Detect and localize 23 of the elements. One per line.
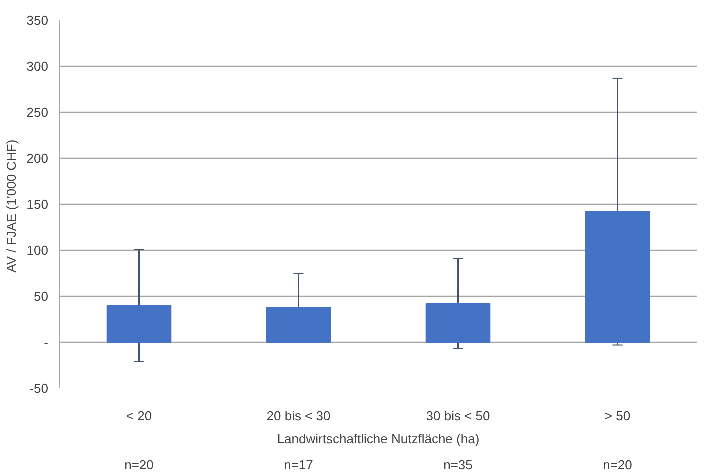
x-tick-label: < 20 xyxy=(126,408,152,424)
text: n=20 xyxy=(603,458,632,472)
y-tick-label: 200 xyxy=(26,151,49,166)
y-tick-label: 300 xyxy=(26,59,49,74)
x-tick-label: 30 bis < 50 xyxy=(426,408,490,424)
y-axis-title: AV / FJAE (1'000 CHF) xyxy=(4,140,19,273)
x-tick-label: > 50 xyxy=(604,408,631,424)
y-tick-label: 150 xyxy=(26,197,49,212)
y-tick-label: - xyxy=(44,335,49,350)
bar xyxy=(585,211,650,343)
text: n=35 xyxy=(444,458,473,472)
y-tick-label: -50 xyxy=(30,381,49,396)
y-tick-label: 250 xyxy=(26,105,49,120)
text: n=17 xyxy=(284,458,314,472)
bar xyxy=(266,307,332,343)
x-axis-title: Landwirtschaftliche Nutzfläche (ha) xyxy=(277,432,480,446)
y-tick-label: 100 xyxy=(26,243,49,258)
bar xyxy=(106,305,172,343)
y-tick-label: 50 xyxy=(34,289,49,304)
y-tick-label: 350 xyxy=(26,13,49,28)
x-tick-label: 20 bis < 30 xyxy=(266,408,331,424)
bar xyxy=(426,303,491,343)
text: n=20 xyxy=(124,458,154,472)
